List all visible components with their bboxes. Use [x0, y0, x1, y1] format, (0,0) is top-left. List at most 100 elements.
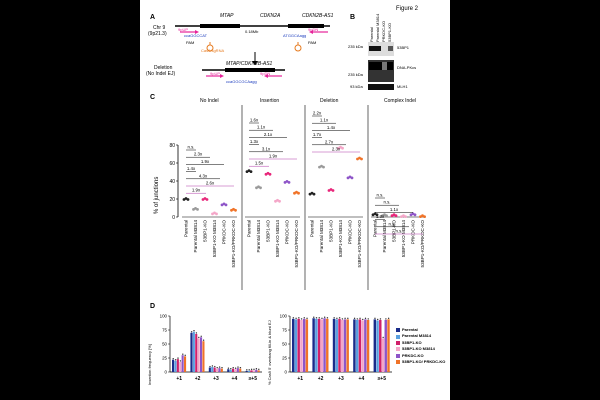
x-tick-label: Parental M3814 — [319, 220, 324, 253]
bar-point — [344, 317, 346, 320]
x-tick-label: 53BP1-KO — [203, 220, 208, 242]
bar — [361, 320, 364, 372]
bar — [192, 331, 195, 372]
x-tick-label: 53BP1-KO M3814 — [275, 220, 280, 258]
bar-point — [218, 366, 221, 368]
bar — [218, 368, 221, 372]
panel-d-letter: D — [150, 303, 156, 310]
bar — [176, 359, 179, 372]
significance-label: 4.3x — [199, 173, 208, 178]
bar — [236, 368, 239, 372]
significance-label: 1.7x — [313, 132, 322, 137]
y-tick-label: 40 — [169, 179, 175, 185]
bar-point — [374, 317, 376, 320]
legend-item: 53BP1-KO — [396, 340, 450, 345]
significance-label: n.s. — [383, 200, 390, 205]
bar — [320, 319, 324, 372]
group-label: Insertion — [260, 98, 280, 104]
bar-point — [239, 366, 242, 369]
x-tick-label: +2 — [318, 376, 324, 382]
data-point — [297, 191, 300, 195]
significance-label: 1.5x — [255, 161, 264, 166]
data-point — [394, 214, 398, 218]
x-tick-label: PRKDC-KO — [222, 220, 227, 245]
panel-c-chart: 0 20 40 60 80 Parental Parental M3814 53BP1-KO 5… — [169, 105, 426, 290]
cas9-right-icon — [294, 42, 302, 52]
significance-label: 2.3x — [194, 152, 203, 157]
significance-label: 2.3x — [332, 147, 341, 152]
bar-point — [234, 367, 237, 369]
data-point — [385, 214, 388, 218]
significance-label: 2.1x — [264, 132, 273, 137]
x-tick-label: PRKDC-KO — [411, 220, 416, 245]
x-tick-label: 53BP1-KO — [329, 220, 334, 242]
x-tick-label: +3 — [213, 376, 219, 382]
x-tick-label: Parental M3814 — [193, 220, 198, 253]
bar-point — [172, 357, 174, 360]
legend-item: Parental M3814 — [396, 333, 450, 339]
significance-label: 1.4x — [327, 125, 336, 130]
significance-label: 2.6x — [206, 181, 215, 186]
x-tick-label: Parental — [373, 220, 378, 237]
bar — [341, 319, 344, 372]
x-tick-label: +1 — [297, 376, 303, 382]
bar-point — [258, 368, 260, 371]
band-label: DNA-PKcs — [397, 65, 417, 70]
x-tick-label: +1 — [176, 376, 182, 382]
bar-point — [353, 317, 356, 320]
data-point — [249, 170, 253, 173]
gene-mtap: MTAP — [220, 13, 234, 19]
significance-label: 1.1x — [320, 118, 329, 123]
x-tick-label: Parental M3814 — [256, 220, 261, 253]
bar — [174, 360, 177, 372]
data-point — [215, 212, 218, 216]
panel-c-letter: C — [150, 94, 156, 101]
bar — [232, 368, 235, 372]
band-label: MLH1 — [397, 84, 408, 89]
legend-item: 53BP1-KO/ PRKDC-KO — [396, 359, 450, 365]
bar — [364, 319, 367, 372]
panel-b-letter: B — [350, 14, 356, 21]
bar-point — [333, 317, 335, 319]
bar-point — [313, 316, 315, 318]
data-point — [186, 198, 190, 201]
bar-point — [248, 369, 250, 371]
bar — [338, 318, 341, 372]
x-tick-label: ≥+5 — [378, 376, 387, 382]
bar-point — [221, 366, 223, 369]
y-tick-label: 75 — [282, 328, 287, 333]
x-tick-label: PRKDC-KO — [348, 220, 353, 245]
data-point — [196, 208, 199, 211]
del-primer-dn-label: 9pDN — [260, 71, 271, 76]
legend-item: 53BP1-KO M3814 — [396, 346, 450, 352]
y-tick-label: 50 — [162, 342, 167, 347]
bar — [255, 369, 258, 372]
bar — [387, 319, 390, 372]
bar-point — [364, 317, 367, 320]
bar-point — [326, 317, 329, 319]
bar-point — [216, 366, 218, 369]
primer-up-label: 9pUP — [178, 27, 189, 32]
x-tick-label: 53BP1-KO — [266, 220, 271, 242]
bar — [195, 333, 198, 372]
bar — [239, 368, 242, 372]
panel-d-left-chart: 0 25 50 75 100 +1 +2 +3 +4 ≥+5 — [160, 314, 262, 382]
legend-label: Parental M3814 — [402, 333, 432, 339]
data-point — [423, 215, 426, 218]
x-tick-label: +4 — [232, 376, 238, 382]
mtap-gene-block — [200, 24, 240, 28]
significance-label: 3.1x — [262, 146, 271, 151]
x-tick-label: 53BP1-KO/PRKDC-KO — [357, 220, 362, 268]
group-label: Complex Indel — [384, 98, 416, 104]
data-point — [404, 215, 407, 218]
bar — [227, 369, 230, 372]
bar — [323, 318, 326, 372]
data-point — [331, 189, 335, 192]
legend-label: Parental — [402, 327, 418, 332]
bar-point — [295, 317, 297, 320]
bar-point — [255, 368, 258, 370]
bar — [373, 319, 377, 372]
y-tick-label: 25 — [162, 356, 167, 361]
y-tick-label: 0 — [165, 370, 168, 375]
group-label: Deletion — [320, 98, 339, 104]
